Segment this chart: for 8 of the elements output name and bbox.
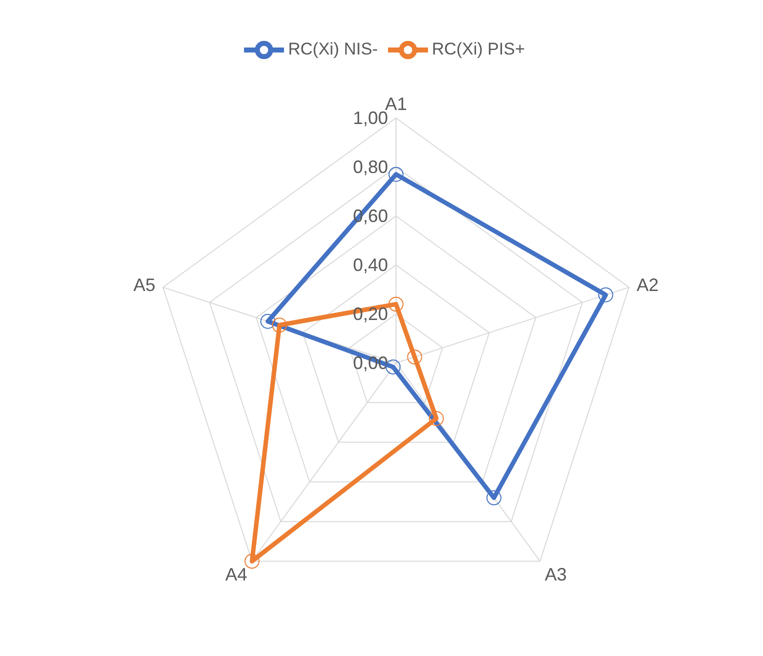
legend-label: RC(Xi) NIS- bbox=[288, 39, 378, 58]
spoke-label: A3 bbox=[544, 564, 567, 584]
legend-label: RC(Xi) PIS+ bbox=[432, 39, 525, 58]
spoke-label: A4 bbox=[225, 564, 248, 584]
spoke-label: A5 bbox=[133, 275, 156, 296]
y-tick-label: 0,80 bbox=[352, 157, 388, 177]
y-tick-label: 0,40 bbox=[352, 255, 388, 275]
spoke-label: A2 bbox=[636, 275, 659, 296]
